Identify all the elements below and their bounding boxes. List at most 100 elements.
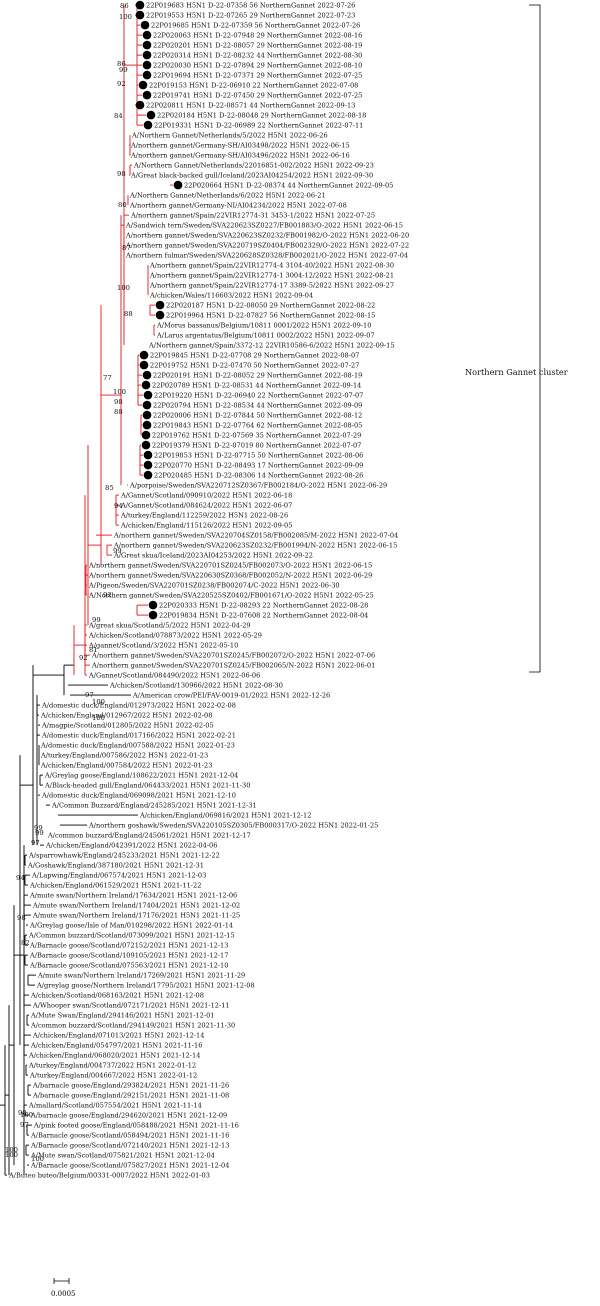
study-sample-marker xyxy=(142,370,152,380)
scale-bar-label: 0.0005 xyxy=(51,1290,76,1298)
bootstrap-value: 100 xyxy=(117,284,130,292)
taxon-label: A/Morus bassanus/Belgium/10811 0001/2022… xyxy=(156,321,371,329)
study-sample-marker xyxy=(141,430,151,440)
taxon-label: A/northern gannet/Germany-SH/AI03496/202… xyxy=(130,151,350,159)
taxon-label: 22P019553 H5N1 D-22-07265 29 NorthernGan… xyxy=(146,11,355,19)
study-sample-marker xyxy=(135,100,145,110)
study-sample-marker xyxy=(142,420,152,430)
taxon-label: A/Northern Gannet/Netherlands/5/2022 H5N… xyxy=(131,131,328,139)
taxon-label: A/chicken/Wales/116603/2022 H5N1 2022-09… xyxy=(149,291,313,299)
bootstrap-value: 94 xyxy=(114,502,123,510)
bootstrap-value: 88 xyxy=(124,310,133,318)
taxon-label: A/gannet/Scotland/3/2022 H5N1 2022-05-10 xyxy=(88,641,238,649)
study-sample-marker xyxy=(155,300,165,310)
bootstrap-value: 86 xyxy=(117,60,126,68)
taxon-label: 22P020770 H5N1 D-22-08493 17 NorthernGan… xyxy=(154,461,363,469)
bootstrap-value: 100 xyxy=(20,1111,33,1119)
bootstrap-value: 98 xyxy=(114,398,123,406)
study-sample-marker xyxy=(148,610,158,620)
taxon-label: A/chicken/England/069816/2021 H5N1 2021-… xyxy=(139,811,311,819)
bootstrap-value: 84 xyxy=(114,112,123,120)
taxon-label: A/northern gannet/Spain/22VIR12774-1 300… xyxy=(149,271,394,279)
taxon-label: A/northern gannet/Sweden/SVA220704SZ0158… xyxy=(113,531,398,539)
bootstrap-value: 99 xyxy=(92,616,101,624)
bootstrap-value: 97 xyxy=(85,691,94,699)
taxon-label: A/turkey/England/004737/2022 H5N1 2022-0… xyxy=(28,1061,196,1069)
taxon-label: A/chicken/England/061529/2021 H5N1 2021-… xyxy=(29,881,201,889)
study-sample-marker xyxy=(135,10,145,20)
study-sample-marker xyxy=(148,600,158,610)
taxon-label: A/Barnacle goose/Scotland/058494/2021 H5… xyxy=(30,1131,229,1139)
taxon-label: A/chicken/England/042391/2022 H5N1 2022-… xyxy=(45,841,217,849)
study-sample-marker xyxy=(143,390,153,400)
bootstrap-value: 92 xyxy=(117,80,126,88)
study-sample-marker xyxy=(142,70,152,80)
taxon-label: A/chicken/Scotland/130966/2022 H5N1 2022… xyxy=(109,681,283,689)
taxon-label: A/Great skua/Iceland/2023AI04253/2022 H5… xyxy=(113,551,313,559)
bootstrap-value: 92 xyxy=(103,591,112,599)
study-sample-marker xyxy=(143,120,153,130)
taxon-label: A/Mute Swan/England/294146/2021 H5N1 202… xyxy=(30,1011,215,1019)
taxon-label: A/domestic duck/England/012973/2022 H5N1… xyxy=(41,701,236,709)
taxon-label: 22P019834 H5N1 D-22-07608 22 NorthernGan… xyxy=(159,611,368,619)
taxon-label: A/turkey/England/112259/2022 H5N1 2022-0… xyxy=(120,511,288,519)
bootstrap-value: 82 xyxy=(21,939,30,947)
taxon-label: 22P020201 H5N1 D-22-08057 29 NorthernGan… xyxy=(153,41,362,49)
taxon-label: A/barnacle goose/England/292151/2021 H5N… xyxy=(32,1091,229,1099)
tree-branches-black xyxy=(0,664,138,1176)
taxon-label: A/Common Buzzard/England/245285/2021 H5N… xyxy=(51,801,257,809)
cluster-annotation: Northern Gannet cluster xyxy=(465,4,568,673)
bootstrap-value: 98 xyxy=(17,914,26,922)
taxon-label: 22P020187 H5N1 D-22-08050 29 NorthernGan… xyxy=(166,301,375,309)
taxon-label: A/northern gannet/Germany-NI/AI04234/202… xyxy=(129,201,347,209)
taxon-label: A/sparrowhawk/England/245233/2021 H5N1 2… xyxy=(28,851,220,859)
taxon-label: 22P019762 H5N1 D-22-07569 35 NorthernGan… xyxy=(152,431,361,439)
taxon-label: A/northern gannet/Sweden/SVA220701SZ0245… xyxy=(91,661,375,669)
study-sample-marker xyxy=(135,0,145,10)
taxon-label: A/mallard/Scotland/057554/2021 H5N1 2021… xyxy=(28,1101,202,1109)
taxon-label: A/Barnacle goose/Scotland/075563/2021 H5… xyxy=(29,961,228,969)
taxon-label: A/northern gannet/Spain/22VIR12774-31 34… xyxy=(130,211,375,219)
bootstrap-value: 100 xyxy=(119,13,132,21)
bootstrap-value: 100 xyxy=(113,388,126,396)
taxon-label: A/Lapwing/England/067574/2021 H5N1 2021-… xyxy=(31,871,206,879)
bootstrap-value: 99 xyxy=(34,824,43,832)
study-sample-marker xyxy=(155,310,165,320)
taxon-label: A/common buzzard/England/245061/2021 H5N… xyxy=(47,831,251,839)
bootstrap-value: 86 xyxy=(120,2,129,10)
bootstrap-value: 97 xyxy=(20,1121,29,1129)
bootstrap-value: 80 xyxy=(118,201,127,209)
taxon-label: 22P019741 H5N1 D-22-07450 29 NorthernGan… xyxy=(153,91,362,99)
taxon-label: A/chicken/Scotland/068163/2021 H5N1 2021… xyxy=(30,991,204,999)
taxon-label: A/American crow/PEI/FAV-0019-01/2022 H5N… xyxy=(132,691,330,699)
taxon-label: A/Black-headed gull/England/064433/2021 … xyxy=(44,781,250,789)
taxon-label: 22P019752 H5N1 D-22-07470 50 NorthernGan… xyxy=(150,361,359,369)
taxon-label: A/Pigeon/Sweden/SVA220701SZ0238/FB002074… xyxy=(88,581,340,589)
taxon-label: A/northern gannet/Sweden/SVA220623SZ0232… xyxy=(113,541,397,549)
bootstrap-value: 81 xyxy=(89,646,98,654)
study-sample-marker xyxy=(143,450,153,460)
taxon-label: A/greylag goose/Northern Ireland/17795/2… xyxy=(36,981,255,989)
bootstrap-value: 94 xyxy=(16,874,25,882)
bootstrap-value: 100 xyxy=(5,1146,18,1154)
bootstrap-value: 88 xyxy=(114,408,123,416)
taxon-label: 22P020191 H5N1 D-22-08052 29 NorthernGan… xyxy=(153,371,362,379)
taxon-label: A/common buzzard/Scotland/294149/2021 H5… xyxy=(30,1021,235,1029)
bootstrap-value: 77 xyxy=(103,374,112,382)
study-sample-marker xyxy=(142,30,152,40)
study-sample-marker xyxy=(139,360,149,370)
taxon-label: A/porpoise/Sweden/SVA220712SZ0367/FB0021… xyxy=(129,481,387,489)
taxon-label: A/northern gannet/Sweden/SVA220630SZ0368… xyxy=(88,571,372,579)
study-sample-marker xyxy=(139,350,149,360)
bootstrap-value: 98 xyxy=(117,170,126,178)
taxon-label: 22P020184 H5N1 D-22-08048 29 NorthernGan… xyxy=(157,111,366,119)
taxon-label: A/Gannet/Scotland/084490/2022 H5N1 2022-… xyxy=(88,671,260,679)
taxon-label: A/domestic duck/England/017166/2022 H5N1… xyxy=(41,731,236,739)
bootstrap-labels: 8610086999284988087771008810098888594999… xyxy=(5,2,133,1163)
taxon-label: A/mute swan/Northern Ireland/17404/2021 … xyxy=(32,901,240,909)
taxon-label: A/Gannet/Scotland/084624/2022 H5N1 2022-… xyxy=(120,501,292,509)
bootstrap-value: 99 xyxy=(113,547,122,555)
taxon-label: 22P020030 H5N1 D-22-07894 29 NorthernGan… xyxy=(153,61,362,69)
taxon-label: A/Goshawk/England/387180/2021 H5N1 2021-… xyxy=(27,861,204,869)
taxon-label: A/Mute swan/Scotland/075821/2021 H5N1 20… xyxy=(30,1151,215,1159)
